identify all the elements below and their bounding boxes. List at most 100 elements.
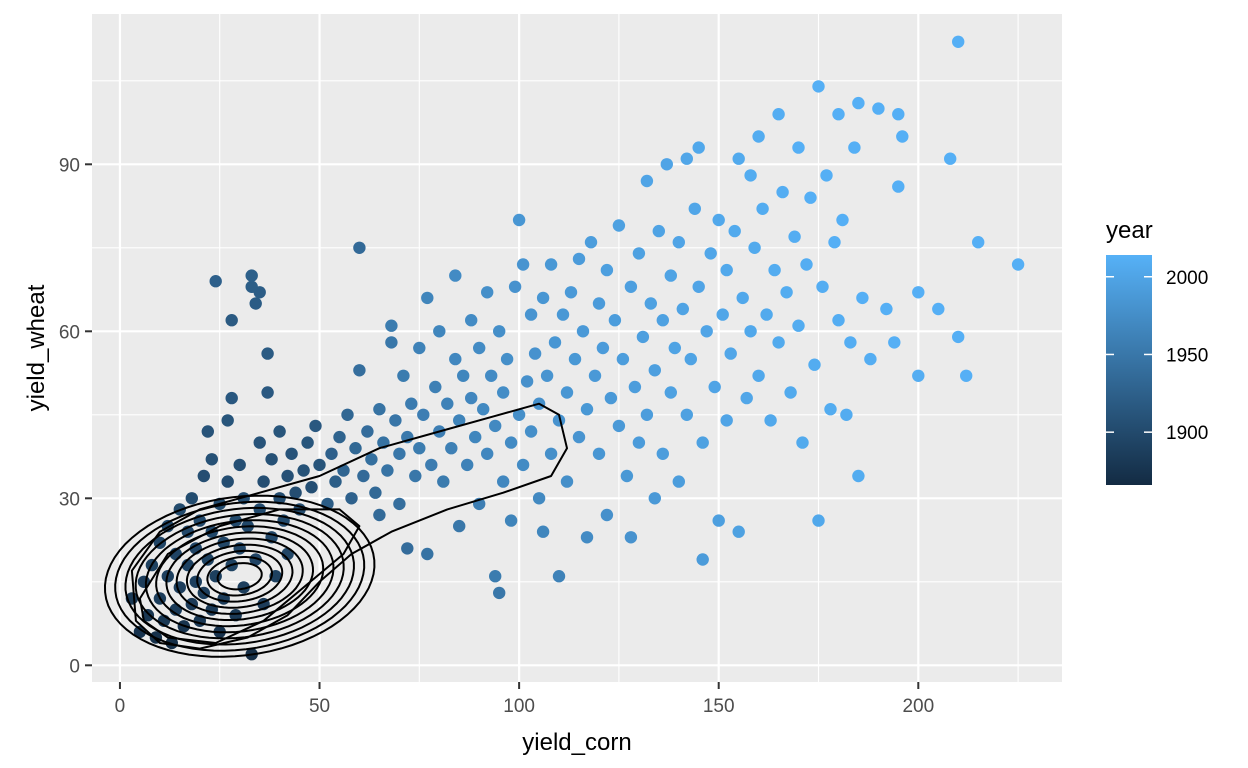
density-contour	[175, 537, 304, 615]
data-point	[608, 314, 622, 327]
data-point	[780, 286, 793, 299]
data-point	[453, 519, 466, 533]
data-point	[469, 430, 482, 444]
data-point	[301, 436, 314, 449]
data-point	[221, 414, 234, 427]
data-point	[580, 531, 594, 544]
data-point	[504, 514, 518, 527]
data-point	[612, 419, 626, 433]
data-point	[676, 302, 689, 316]
data-point	[325, 447, 338, 460]
data-point	[477, 403, 490, 416]
data-point	[245, 280, 258, 293]
data-point	[504, 436, 518, 449]
data-point	[536, 525, 550, 538]
data-point	[792, 141, 805, 154]
data-point	[572, 430, 586, 444]
data-point	[345, 492, 358, 505]
data-point	[465, 391, 478, 405]
data-point	[413, 341, 426, 355]
colorbar	[1106, 255, 1152, 485]
data-point	[516, 458, 530, 472]
data-point	[369, 486, 382, 499]
data-point	[652, 224, 665, 238]
density-contour	[185, 543, 294, 609]
data-point	[812, 514, 825, 527]
x-tick-label: 100	[503, 696, 535, 717]
data-point	[393, 497, 406, 511]
density-contour	[114, 500, 366, 652]
data-point	[840, 408, 853, 421]
data-point	[600, 508, 614, 522]
x-tick-label: 0	[115, 696, 126, 717]
data-point	[540, 369, 554, 382]
data-point	[756, 202, 769, 215]
data-point	[453, 414, 466, 427]
legend: year 1900 1950 2000	[1106, 217, 1208, 485]
data-point	[572, 252, 586, 266]
data-point	[852, 96, 865, 110]
data-point	[409, 469, 422, 483]
data-point	[648, 492, 661, 505]
data-point	[373, 508, 386, 522]
data-point	[732, 152, 745, 165]
data-point	[812, 80, 825, 93]
data-point	[944, 152, 957, 165]
data-point	[952, 330, 965, 344]
data-point	[688, 202, 701, 215]
data-point	[433, 325, 446, 338]
density-contour	[138, 508, 361, 644]
data-point	[636, 330, 650, 344]
data-point	[520, 375, 534, 388]
data-point	[261, 347, 274, 360]
data-point	[844, 336, 857, 349]
data-point	[457, 369, 470, 382]
data-point	[253, 503, 266, 516]
data-point	[497, 475, 510, 488]
data-point	[273, 492, 286, 505]
data-point	[932, 302, 945, 316]
data-point	[217, 536, 230, 549]
data-point	[485, 369, 498, 382]
data-point	[712, 514, 725, 527]
data-point	[824, 403, 837, 416]
data-point	[624, 280, 638, 293]
data-point	[700, 325, 713, 338]
y-tick-label: 0	[69, 656, 80, 677]
data-point	[524, 425, 538, 438]
colorbar-tick-label: 1900	[1166, 423, 1208, 444]
y-axis-title: yield_wheat	[23, 284, 50, 411]
major-grid	[92, 14, 1062, 682]
data-point	[796, 436, 809, 449]
data-point	[656, 314, 669, 327]
data-point	[744, 325, 757, 338]
data-point	[385, 336, 398, 349]
data-point	[604, 391, 618, 405]
data-point	[848, 141, 861, 154]
data-point	[764, 414, 777, 427]
data-point	[305, 481, 318, 494]
data-point	[421, 291, 434, 305]
data-point	[481, 447, 494, 460]
data-point	[225, 391, 238, 405]
data-point	[692, 141, 705, 154]
x-axis-title: yield_corn	[522, 729, 631, 756]
data-point	[373, 403, 386, 416]
data-point	[393, 447, 406, 460]
data-point	[329, 475, 342, 488]
data-point	[720, 414, 733, 427]
data-point	[397, 369, 410, 382]
data-point	[189, 575, 202, 588]
data-point	[776, 185, 789, 199]
data-point	[512, 213, 526, 227]
data-point	[249, 553, 262, 566]
legend-title: year	[1106, 217, 1153, 244]
data-point	[584, 236, 598, 249]
data-point	[600, 263, 614, 277]
data-point	[493, 325, 506, 338]
data-point	[273, 425, 286, 438]
data-point	[560, 475, 574, 488]
data-point	[724, 347, 737, 360]
data-point	[632, 436, 646, 449]
data-point	[405, 397, 418, 410]
